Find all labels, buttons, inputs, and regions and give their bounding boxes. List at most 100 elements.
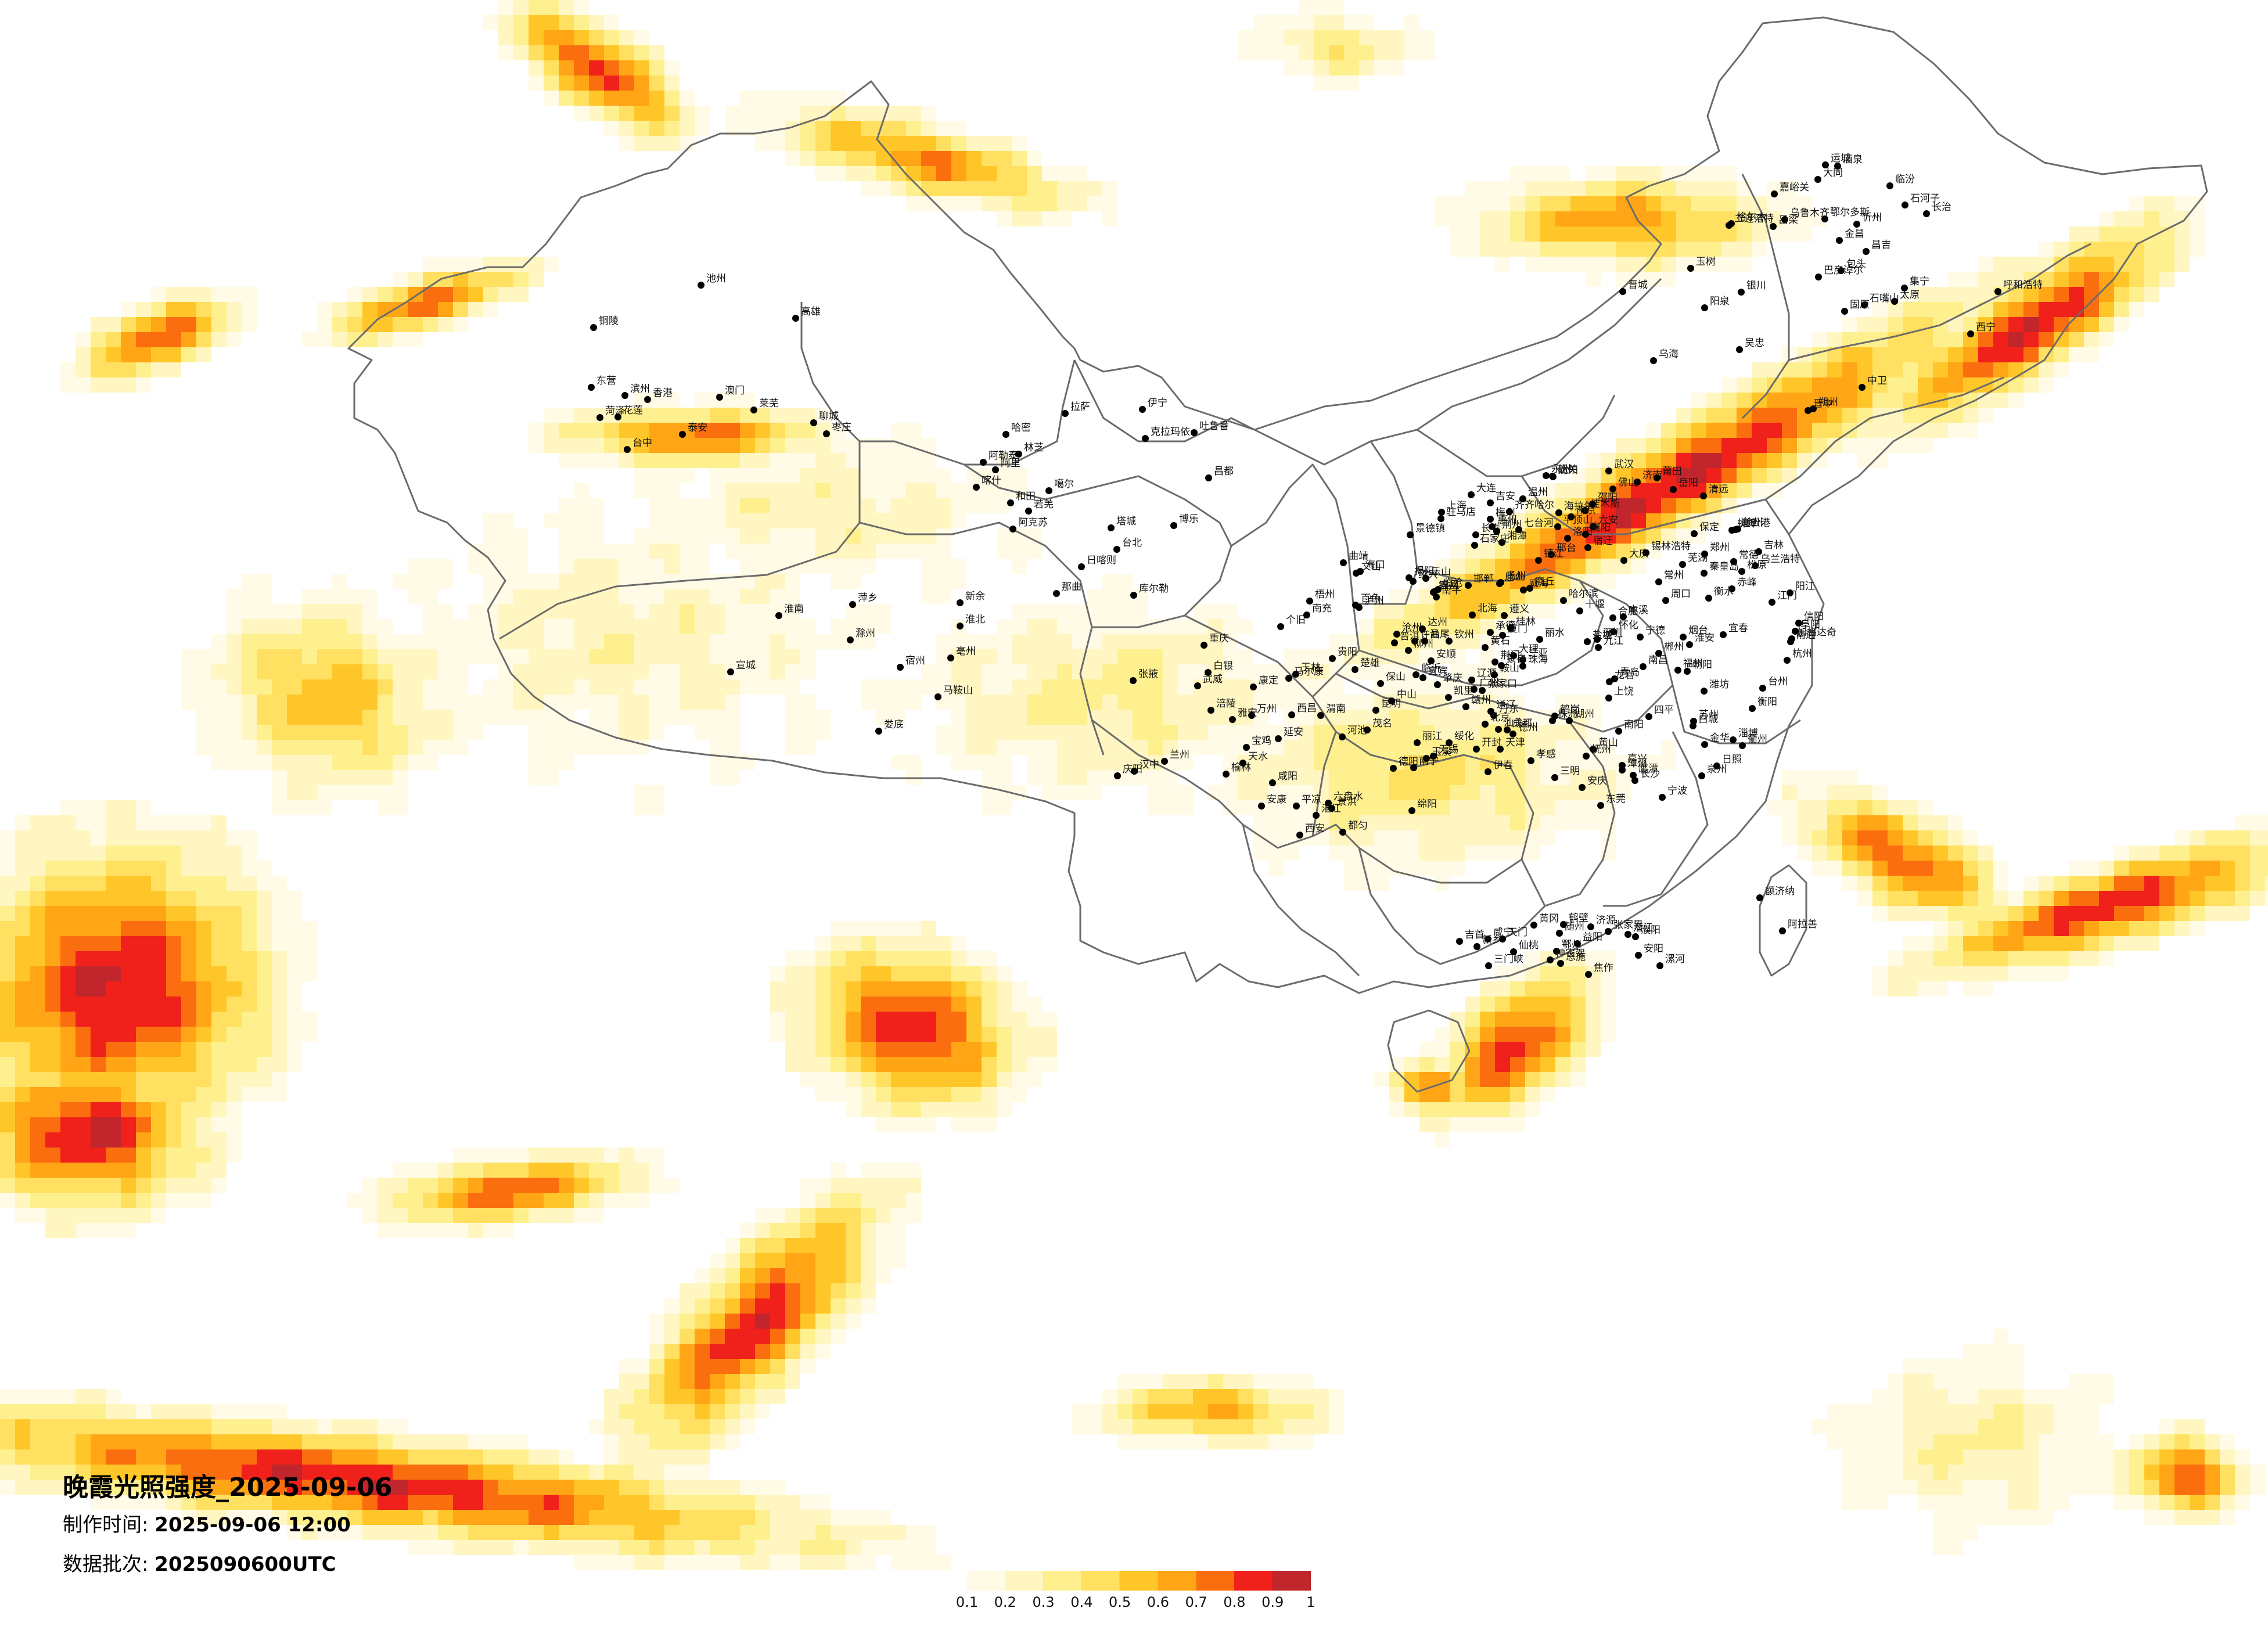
city-label: 怀化 — [1619, 620, 1638, 631]
heat-cell — [589, 60, 604, 75]
heat-cell — [2008, 1389, 2023, 1404]
heat-cell — [1374, 846, 1389, 861]
heat-cell — [408, 317, 423, 332]
heat-cell — [76, 1208, 91, 1223]
heat-cell — [770, 483, 785, 498]
heat-cell — [710, 1374, 725, 1389]
heat-cell — [151, 1042, 166, 1057]
heat-cell — [2190, 211, 2205, 226]
heat-cell — [1978, 272, 1993, 287]
heat-cell — [408, 332, 423, 347]
heat-cell — [695, 1419, 710, 1434]
heat-cell — [1767, 408, 1782, 423]
heat-cell — [574, 619, 589, 634]
heat-cell — [1555, 755, 1570, 770]
city-label: 吉林 — [1764, 539, 1784, 551]
heat-cell — [1978, 1359, 1993, 1374]
heat-cell — [1419, 770, 1435, 785]
heat-cell — [30, 1404, 45, 1419]
heat-cell — [1117, 1404, 1133, 1419]
heat-cell — [1102, 574, 1117, 589]
heat-cell — [997, 981, 1012, 997]
heat-cell — [1540, 589, 1555, 604]
city-label: 汕头 — [1504, 717, 1523, 729]
heat-cell — [362, 725, 378, 740]
heat-cell — [1933, 1525, 1948, 1540]
heat-cell — [1450, 242, 1465, 257]
heat-cell — [997, 997, 1012, 1012]
heat-cell — [0, 1132, 15, 1147]
heat-cell — [861, 981, 876, 997]
heat-cell — [1631, 226, 1646, 242]
heat-cell — [2099, 936, 2114, 951]
heat-cell — [151, 1072, 166, 1087]
heat-cell — [2054, 287, 2069, 302]
heat-cell — [287, 951, 302, 966]
heat-cell — [30, 997, 45, 1012]
city-dot — [1515, 526, 1522, 533]
heat-cell — [1978, 876, 1993, 891]
heat-cell — [1903, 1374, 1918, 1389]
city-dot — [1590, 746, 1597, 753]
heat-cell — [785, 498, 800, 513]
heat-cell — [453, 695, 468, 710]
heat-cell — [1948, 876, 1963, 891]
heat-cell — [1797, 377, 1812, 393]
city-dot — [1292, 671, 1299, 678]
heat-cell — [906, 1072, 921, 1087]
heat-cell — [785, 1283, 800, 1298]
heat-cell — [634, 1193, 649, 1208]
heat-cell — [966, 181, 982, 196]
heat-cell — [408, 1525, 423, 1540]
heat-cell — [423, 1193, 438, 1208]
heat-cell — [393, 1223, 408, 1238]
heat-cell — [2159, 242, 2174, 257]
heat-cell — [770, 408, 785, 423]
city-label: 德阳 — [1399, 756, 1418, 768]
heat-cell — [906, 1555, 921, 1570]
heat-cell — [287, 1057, 302, 1072]
heat-cell — [1963, 272, 1978, 287]
heat-cell — [831, 1072, 846, 1087]
heat-cell — [272, 1042, 287, 1057]
heat-cell — [1253, 725, 1268, 740]
heat-cell — [1782, 770, 1797, 785]
heat-cell — [121, 1132, 136, 1147]
heat-cell — [725, 1404, 740, 1419]
heat-cell — [1706, 393, 1721, 408]
heat-cell — [347, 679, 362, 695]
heat-cell — [151, 966, 166, 981]
city-dot — [1620, 557, 1627, 564]
heat-cell — [710, 438, 725, 453]
heat-cell — [136, 1480, 151, 1495]
heat-cell — [891, 936, 906, 951]
heat-cell — [2008, 1465, 2023, 1480]
qinghai-tibet-border — [859, 521, 1105, 756]
heat-cell — [1042, 619, 1057, 634]
heat-cell — [287, 921, 302, 936]
heat-cell — [800, 1298, 815, 1314]
heat-cell — [529, 272, 544, 287]
heat-cell — [921, 1102, 936, 1117]
heat-cell — [453, 1480, 468, 1495]
heat-cell — [544, 574, 559, 589]
heat-cell — [242, 710, 257, 725]
heat-cell — [1465, 211, 1480, 226]
heat-cell — [815, 1087, 831, 1102]
heat-cell — [2129, 302, 2144, 317]
heat-cell — [1374, 45, 1389, 60]
heat-cell — [498, 1208, 513, 1223]
heat-cell — [287, 906, 302, 921]
city-dot — [1739, 742, 1746, 749]
heat-cell — [785, 1555, 800, 1570]
heat-cell — [1646, 483, 1661, 498]
heat-cell — [1616, 181, 1631, 196]
heat-cell — [1540, 1087, 1555, 1102]
heat-cell — [91, 830, 106, 846]
heat-cell — [574, 528, 589, 544]
heat-cell — [0, 1102, 15, 1117]
heat-cell — [227, 634, 242, 649]
heat-cell — [2205, 861, 2220, 876]
heat-cell — [453, 1208, 468, 1223]
city-label: 乐山 — [1431, 566, 1451, 578]
